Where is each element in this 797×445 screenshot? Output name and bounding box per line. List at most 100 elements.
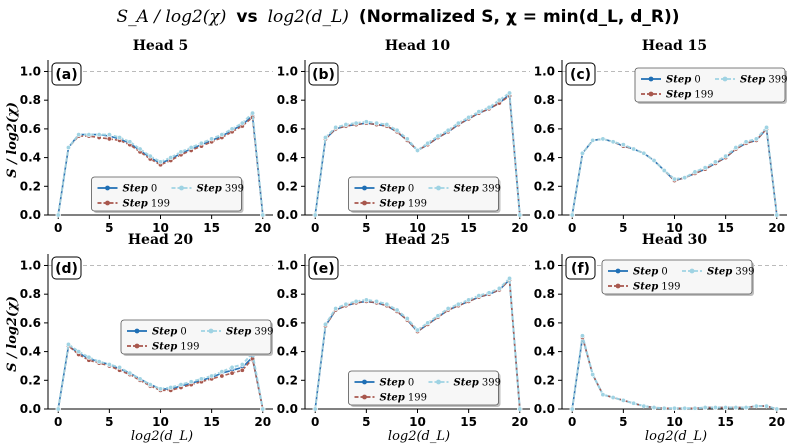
x-tick-label: 15	[460, 221, 477, 235]
data-point	[86, 132, 92, 138]
legend-num: 399	[765, 75, 787, 86]
x-tick-label: 5	[105, 415, 113, 429]
data-point	[353, 120, 359, 126]
data-point	[620, 142, 626, 148]
data-point	[764, 124, 770, 130]
panel-label-box	[51, 256, 82, 280]
y-axis-label-top: S / log2(χ)	[5, 102, 20, 178]
legend-frame	[634, 67, 786, 103]
panel-label: (c)	[570, 67, 591, 83]
y-tick-label: 0.4	[534, 151, 555, 165]
panel-title: Head 5	[133, 38, 189, 54]
panel-4: 0.0 0.2 0.4 0.6 0.8 1.0 0 5 10 15 20 Head 20 (d) Step…	[20, 232, 274, 429]
data-point	[333, 124, 339, 130]
panel-title: Head 25	[385, 232, 450, 248]
data-point	[661, 168, 667, 174]
panels-group: 0.0 0.2 0.4 0.6 0.8 1.0 0 5 10 15 20 Head 5 (a) Step …	[20, 38, 788, 429]
data-point	[507, 275, 513, 281]
legend-word: Step	[197, 184, 222, 195]
y-tick-label: 0.6	[534, 316, 555, 330]
legend-marker	[362, 185, 367, 191]
legend-marker	[179, 185, 184, 191]
legend-word: Step	[454, 378, 479, 389]
panel-label-box	[51, 62, 82, 86]
y-tick-label: 0.2	[20, 373, 41, 387]
legend-entry: Step 0	[380, 378, 415, 389]
x-tick-label: 0	[568, 221, 576, 235]
series-line-step-199	[571, 336, 778, 410]
data-point	[455, 120, 461, 126]
legend-word: Step	[380, 199, 405, 210]
data-point	[363, 297, 369, 303]
x-tick-label: 10	[409, 221, 426, 235]
data-point	[590, 137, 596, 143]
data-point	[229, 126, 235, 132]
panel-title: Head 15	[642, 38, 707, 54]
y-tick-label: 0.4	[534, 345, 555, 359]
x-tick-label: 5	[619, 415, 627, 429]
data-point	[682, 405, 688, 411]
data-point	[590, 372, 596, 378]
legend-num: 399	[251, 327, 273, 338]
legend-marker	[105, 200, 110, 206]
legend-marker	[362, 200, 367, 206]
data-point	[733, 145, 739, 151]
panel-title: Head 10	[385, 38, 451, 54]
legend-entry: Step 199	[633, 282, 680, 293]
legend-marker	[362, 394, 367, 400]
legend-entry: Step 0	[152, 327, 187, 338]
series-line-step-399	[57, 110, 264, 216]
x-tick-label: 5	[619, 221, 627, 235]
data-point	[343, 301, 349, 307]
data-point	[333, 306, 339, 312]
series-line-step-199	[57, 115, 264, 216]
data-point	[579, 333, 585, 339]
data-point	[219, 373, 225, 379]
series-line-step-399	[571, 125, 778, 216]
panel-6: 0.0 0.2 0.4 0.6 0.8 1.0 0 5 10 15 20 Head 30 (f) Step…	[534, 232, 787, 429]
legend-entry: Step 399	[707, 267, 754, 278]
data-point	[229, 370, 235, 376]
data-point	[404, 316, 410, 322]
data-point	[425, 140, 431, 146]
legend-entry: Step 199	[380, 199, 427, 210]
panel-label-box	[308, 256, 339, 280]
data-point	[168, 155, 174, 161]
data-point	[651, 157, 657, 163]
data-point	[764, 403, 770, 409]
data-point	[137, 146, 143, 152]
legend-marker	[615, 268, 621, 274]
legend-marker	[105, 185, 110, 191]
x-tick-label: 5	[105, 221, 113, 235]
y-tick-label: 0.8	[20, 287, 41, 301]
legend-word: Step	[226, 327, 251, 338]
y-axis-label-bottom: S / log2(χ)	[5, 296, 20, 372]
data-point	[198, 140, 204, 146]
data-point	[445, 127, 451, 133]
data-point	[312, 406, 318, 412]
data-point	[743, 405, 749, 411]
data-point	[610, 139, 616, 145]
data-point	[631, 146, 637, 152]
data-point	[209, 373, 215, 379]
legend-frame	[91, 176, 242, 212]
data-point	[753, 403, 759, 409]
y-tick-label: 0.2	[277, 373, 298, 387]
data-point	[178, 382, 184, 388]
legend-entry: Step 199	[666, 90, 713, 101]
data-point	[641, 403, 647, 409]
data-point	[414, 327, 420, 333]
data-point	[517, 212, 523, 218]
data-point	[661, 405, 667, 411]
legend-word: Step	[740, 75, 765, 86]
legend-word: Step	[123, 184, 148, 195]
data-point	[435, 133, 441, 139]
legend-num: 0	[405, 378, 415, 389]
panel-5: 0.0 0.2 0.4 0.6 0.8 1.0 0 5 10 15 20 Head 25 (e) Step…	[277, 232, 530, 429]
x-axis-label-d: log2(d_L)	[131, 429, 193, 444]
y-tick-label: 0.6	[277, 316, 298, 330]
legend-frame	[348, 370, 499, 406]
x-tick-label: 20	[511, 415, 528, 429]
